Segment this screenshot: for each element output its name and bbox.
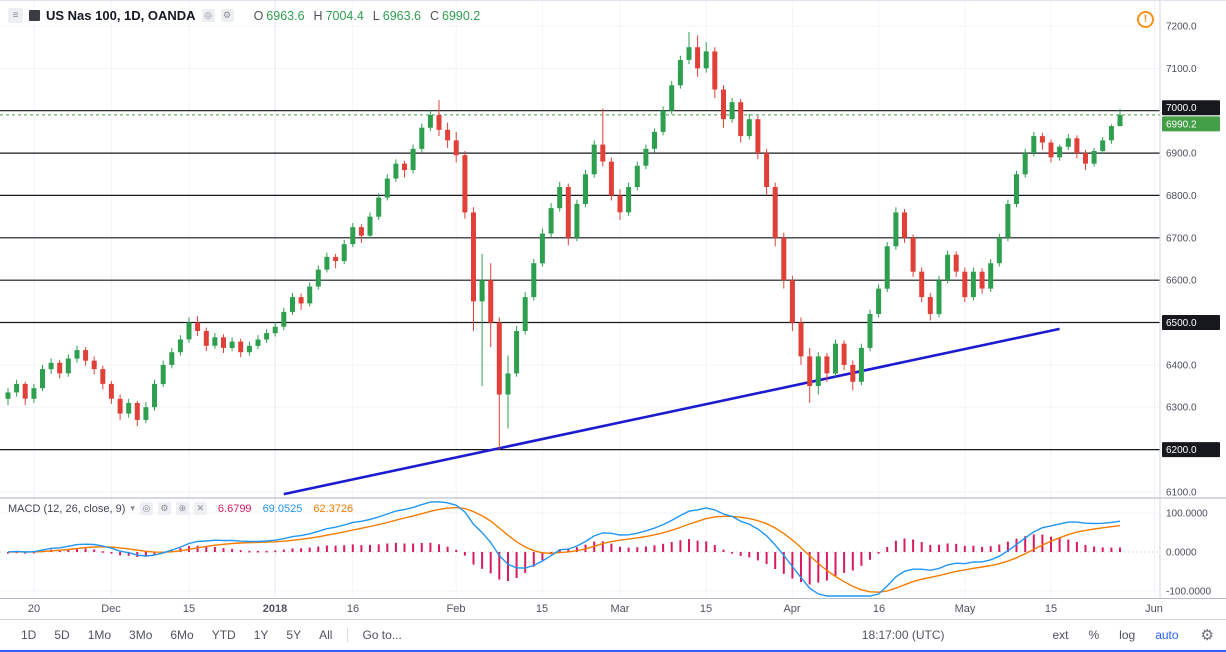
chart-style-icon[interactable] [29, 10, 40, 21]
gear-icon[interactable]: ⚙ [1200, 627, 1214, 644]
symbol-title[interactable]: US Nas 100, 1D, OANDA [46, 8, 196, 23]
price-axis[interactable]: 7200.0 7100.0 7000.0 6990.2 6900.0 6800.0 6700… [1162, 22, 1220, 598]
log-button[interactable]: log [1119, 628, 1136, 642]
add-icon[interactable]: ⊕ [175, 502, 189, 515]
time-axis-label: 16 [872, 603, 886, 615]
eye-icon[interactable]: ◎ [139, 502, 153, 515]
macd-signal-line [7, 506, 1121, 593]
time-axis-label: 20 [27, 603, 41, 615]
price-axis-label: 7100.0 [1166, 64, 1197, 75]
price-axis-label: 6200.0 [1166, 445, 1197, 456]
window-edge [0, 650, 1226, 652]
chevron-down-icon[interactable]: ▾ [130, 503, 135, 513]
range-button-6mo[interactable]: 6Mo [170, 628, 194, 642]
time-axis[interactable]: 20 Dec 15 2018 16 Feb 15 Mar 15 Apr 16 May 15 Jun [0, 598, 1226, 619]
macd-line [7, 501, 1121, 597]
macd-legend: MACD (12, 26, close, 9) ▾ ◎ ⚙ ⊕ ✕ 6.6799… [8, 502, 353, 515]
macd-histogram-value: 6.6799 [217, 502, 252, 515]
time-axis-label: 2018 [262, 603, 288, 615]
current-price-badge [1162, 116, 1220, 132]
percent-button[interactable]: % [1088, 628, 1100, 642]
open-label: O [253, 8, 264, 23]
range-button-3mo[interactable]: 3Mo [129, 628, 153, 642]
goto-button[interactable]: Go to... [362, 628, 402, 642]
price-axis-label: 7200.0 [1166, 22, 1197, 33]
price-axis-label: 6700.0 [1166, 233, 1197, 244]
price-axis-label: 7000.0 [1166, 103, 1197, 114]
range-button-all[interactable]: All [319, 628, 333, 642]
time-axis-label: 15 [182, 603, 196, 615]
level-price-badge [1162, 100, 1220, 116]
range-button-5y[interactable]: 5Y [286, 628, 302, 642]
time-axis-label: Apr [783, 603, 801, 615]
time-axis-label: Dec [101, 603, 121, 615]
level-price-badge [1162, 315, 1220, 330]
time-axis-label: 15 [535, 603, 549, 615]
time-axis-label: 15 [1044, 603, 1058, 615]
range-button-1d[interactable]: 1D [21, 628, 37, 642]
low-value: 6963.6 [382, 8, 421, 23]
time-axis-label: 15 [699, 603, 713, 615]
settings-icon[interactable]: ⚙ [220, 9, 234, 22]
price-axis-label: 6600.0 [1166, 276, 1197, 287]
price-axis-label: 6100.0 [1166, 488, 1197, 499]
trendline[interactable] [283, 327, 1060, 496]
price-axis-label: 6900.0 [1166, 149, 1197, 160]
macd-histogram [7, 534, 1121, 585]
clock[interactable]: 18:17:00 (UTC) [861, 628, 945, 642]
price-axis-label: 6500.0 [1166, 318, 1197, 329]
range-button-5d[interactable]: 5D [54, 628, 70, 642]
toolbar-right-group: 18:17:00 (UTC) ext % log auto ⚙ [862, 626, 1214, 644]
macd-signal-value: 62.3726 [313, 502, 354, 515]
time-axis-label: May [954, 603, 976, 615]
eye-icon[interactable]: ◎ [201, 9, 215, 22]
price-axis-label: 6400.0 [1166, 360, 1197, 371]
symbol-legend: ≡ US Nas 100, 1D, OANDA ◎ ⚙ O 6963.6 H 700… [8, 8, 480, 23]
range-button-ytd[interactable]: YTD [211, 628, 236, 642]
time-axis-label: Mar [610, 603, 630, 615]
price-axis-label: 6990.2 [1166, 119, 1197, 130]
menu-icon[interactable]: ≡ [8, 8, 23, 23]
macd-line-value: 69.0525 [262, 502, 303, 515]
range-button-1mo[interactable]: 1Mo [87, 628, 112, 642]
price-axis-label: 6800.0 [1166, 191, 1197, 202]
high-label: H [313, 8, 323, 23]
chart-canvas[interactable]: 7200.0 7100.0 7000.0 6990.2 6900.0 6800.0 6700… [0, 1, 1226, 598]
delayed-data-icon[interactable]: ! [1137, 11, 1154, 28]
ext-button[interactable]: ext [1052, 628, 1069, 642]
close-icon[interactable]: ✕ [193, 502, 207, 515]
macd-axis-label: 0.0000 [1166, 548, 1197, 559]
auto-button[interactable]: auto [1155, 628, 1179, 642]
high-value: 7004.4 [325, 8, 364, 23]
level-price-badge [1162, 442, 1220, 458]
horizontal-level-lines[interactable] [0, 110, 1160, 451]
range-button-1y[interactable]: 1Y [253, 628, 269, 642]
time-axis-label: Feb [446, 603, 466, 615]
bottom-toolbar: 1D 5D 1Mo 3Mo 6Mo YTD 1Y 5Y All Go to... 18:17:0… [0, 619, 1226, 650]
price-axis-label: 6300.0 [1166, 403, 1197, 414]
close-value: 6990.2 [442, 8, 481, 23]
macd-title[interactable]: MACD (12, 26, close, 9) [8, 502, 126, 515]
range-buttons: 1D 5D 1Mo 3Mo 6Mo YTD 1Y 5Y All [12, 626, 341, 644]
low-label: L [372, 8, 380, 23]
time-axis-label: 16 [346, 603, 360, 615]
settings-icon[interactable]: ⚙ [157, 502, 171, 515]
macd-axis-label: -100.0000 [1166, 587, 1211, 598]
open-value: 6963.6 [266, 8, 305, 23]
close-label: C [429, 8, 440, 23]
macd-axis-label: 100.0000 [1166, 509, 1208, 520]
ohlc-readout: O 6963.6 H 7004.4 L 6963.6 C 6990.2 [248, 9, 481, 23]
candles [5, 31, 1123, 450]
time-axis-label: Jun [1145, 603, 1163, 615]
toolbar-divider [347, 628, 349, 642]
